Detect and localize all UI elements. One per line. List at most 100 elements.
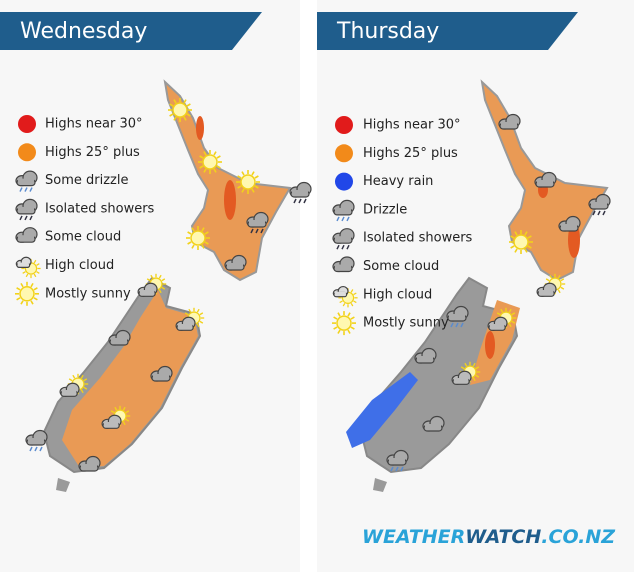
- cloud-fill: [591, 202, 607, 207]
- sun-ray: [353, 292, 357, 296]
- sun-ray: [560, 286, 565, 290]
- sun: [190, 230, 206, 246]
- rain: [455, 322, 459, 328]
- sun-ray: [186, 113, 191, 117]
- cloud-fill: [425, 424, 441, 429]
- cloud-fill: [153, 374, 169, 379]
- legend-dot: [335, 172, 353, 191]
- cloud-fill: [335, 264, 351, 270]
- cloud-fill: [449, 314, 465, 319]
- sun-ray: [213, 168, 217, 173]
- cloud-fill: [103, 422, 119, 427]
- sun-ray: [183, 99, 187, 104]
- sun-ray: [254, 175, 259, 179]
- cloud-fill: [489, 324, 505, 329]
- sun-ray: [80, 389, 84, 394]
- hot-area: [224, 180, 236, 220]
- day-banner: [317, 12, 578, 50]
- rain: [19, 187, 23, 192]
- sun-ray: [186, 103, 191, 107]
- sun-ray: [524, 231, 528, 236]
- sun-ray: [199, 165, 204, 169]
- sun-ray: [158, 289, 162, 294]
- sun-ray: [20, 300, 24, 305]
- day-title: Wednesday: [20, 19, 147, 44]
- legend-label: Some drizzle: [45, 173, 128, 188]
- sun-ray: [161, 278, 166, 282]
- cloud-fill: [538, 290, 554, 295]
- sun: [240, 174, 256, 190]
- rain: [24, 187, 28, 192]
- sun-ray: [199, 312, 204, 316]
- sun-ray: [508, 323, 512, 328]
- legend-label: High cloud: [45, 258, 114, 273]
- rain: [602, 210, 606, 216]
- legend-label: Mostly sunny: [45, 286, 131, 301]
- logo-part: .CO.NZ: [541, 526, 616, 548]
- sun-ray: [333, 316, 338, 320]
- sun-ray: [514, 248, 518, 253]
- rain: [390, 466, 394, 472]
- sun-ray: [475, 366, 480, 370]
- sun-ray: [169, 103, 174, 107]
- legend-label: Highs 25° plus: [45, 145, 140, 160]
- sun-ray: [83, 378, 88, 382]
- rain: [336, 244, 340, 250]
- sun-ray: [150, 274, 154, 279]
- sun-ray: [216, 165, 221, 169]
- sun-ray: [333, 326, 338, 330]
- legend-label: Some cloud: [363, 259, 439, 274]
- rain: [255, 228, 259, 234]
- sun-ray: [188, 308, 192, 313]
- sun-ray: [460, 366, 465, 370]
- cloud-fill: [389, 458, 405, 463]
- rain: [250, 228, 254, 234]
- sun-ray: [20, 283, 24, 288]
- sun-ray: [33, 297, 38, 301]
- legend-label: Drizzle: [363, 202, 407, 217]
- sun-ray: [545, 278, 550, 282]
- sun-ray: [184, 312, 189, 316]
- cloud-fill: [139, 290, 155, 295]
- sun-ray: [557, 289, 561, 294]
- sun-ray: [511, 320, 516, 324]
- sun-ray: [510, 235, 515, 239]
- cloud-fill: [334, 291, 346, 296]
- sun-ray: [201, 244, 205, 249]
- sun-ray: [36, 263, 40, 266]
- legend-dot: [335, 144, 353, 163]
- rain: [29, 215, 33, 221]
- sun-ray: [464, 362, 468, 367]
- cloud-fill: [561, 224, 577, 229]
- sun-ray: [25, 273, 29, 278]
- sun-ray: [16, 287, 21, 291]
- sun-ray: [500, 308, 504, 313]
- sun-ray: [560, 278, 565, 282]
- sun-ray: [125, 410, 130, 414]
- legend-dot: [18, 115, 36, 133]
- cloud-fill: [501, 122, 517, 127]
- sun-ray: [237, 185, 242, 189]
- legend-label: Highs 25° plus: [363, 146, 458, 161]
- rain: [460, 322, 464, 328]
- rain: [346, 244, 350, 250]
- cloud-fill: [18, 235, 34, 241]
- rain: [395, 466, 399, 472]
- cloud-fill: [227, 263, 243, 268]
- cloud-fill: [537, 180, 553, 185]
- sun-ray: [196, 308, 200, 313]
- rain: [39, 446, 43, 452]
- sun-ray: [213, 151, 217, 156]
- sun-ray: [241, 171, 245, 176]
- rain: [29, 446, 33, 452]
- sun-ray: [241, 188, 245, 193]
- cloud-fill: [249, 220, 265, 225]
- cloud-fill: [292, 190, 308, 195]
- logo-part: WEATHER: [362, 526, 465, 548]
- sun-ray: [114, 406, 118, 411]
- sun-ray: [353, 300, 357, 304]
- sun-ray: [169, 113, 174, 117]
- sun-ray: [36, 271, 40, 274]
- sun-ray: [510, 245, 515, 249]
- sun-ray: [122, 406, 126, 411]
